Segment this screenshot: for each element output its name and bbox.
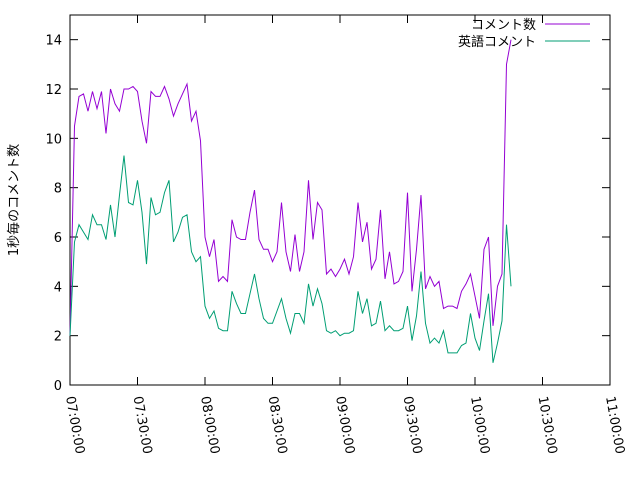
legend-label-2: 英語コメント <box>458 34 536 50</box>
y-tick-label: 8 <box>54 182 62 197</box>
y-tick-label: 2 <box>54 330 62 345</box>
x-tick-label: 07:00:00 <box>62 395 87 455</box>
y-tick-label: 10 <box>45 132 62 147</box>
x-tick-label: 10:30:00 <box>535 395 560 455</box>
x-tick-label: 09:30:00 <box>400 395 425 455</box>
y-tick-label: 12 <box>45 83 62 98</box>
x-axis: 07:00:00 07:30:00 08:00:00 08:30:00 09:00:00… <box>62 15 627 455</box>
x-tick-label: 09:00:00 <box>332 395 357 455</box>
y-tick-label: 4 <box>54 280 62 295</box>
y-axis: 0 2 4 6 8 10 12 14 <box>45 34 610 394</box>
x-tick-label: 10:00:00 <box>467 395 492 455</box>
y-tick-label: 14 <box>45 34 62 49</box>
x-tick-label: 08:30:00 <box>265 395 290 455</box>
series-line-1 <box>69 39 512 336</box>
x-tick-label: 07:30:00 <box>130 395 155 455</box>
y-axis-label: 1秒毎のコメント数 <box>6 144 22 256</box>
series-line-2 <box>69 155 512 363</box>
x-tick-label: 08:00:00 <box>197 395 222 455</box>
y-tick-label: 0 <box>54 379 62 394</box>
x-tick-label: 11:00:00 <box>602 395 627 455</box>
legend-label-1: コメント数 <box>471 18 536 33</box>
series-layer <box>69 39 512 363</box>
y-tick-label: 6 <box>54 231 62 246</box>
